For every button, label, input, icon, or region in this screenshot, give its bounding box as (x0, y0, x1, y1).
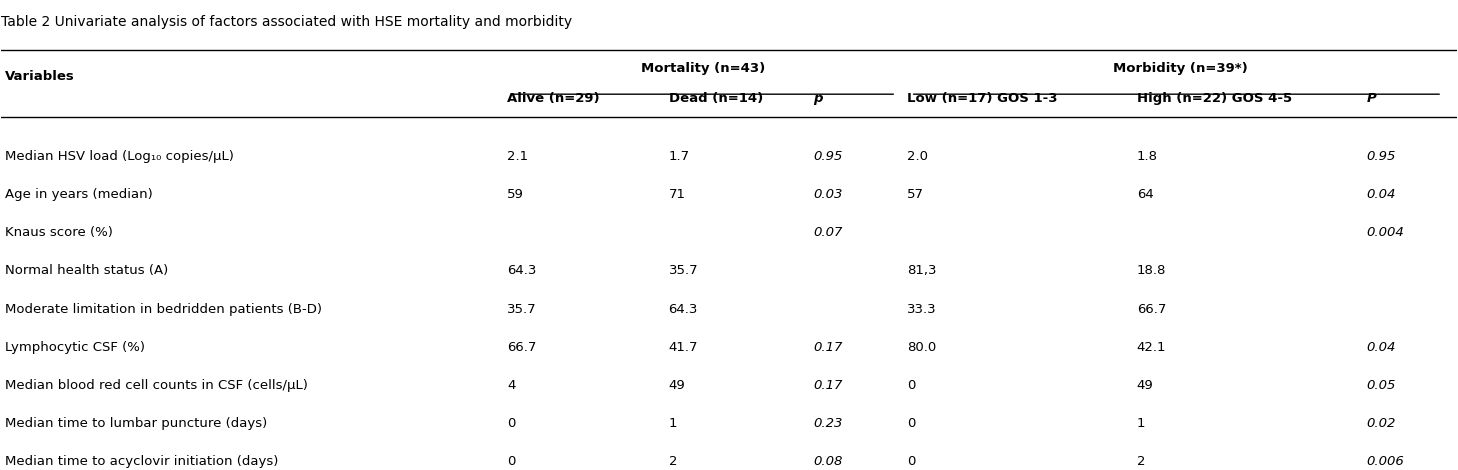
Text: 57: 57 (907, 188, 924, 201)
Text: 35.7: 35.7 (669, 265, 698, 277)
Text: Knaus score (%): Knaus score (%) (4, 227, 112, 239)
Text: 0: 0 (907, 454, 916, 468)
Text: 0.004: 0.004 (1366, 227, 1404, 239)
Text: 0.006: 0.006 (1366, 454, 1404, 468)
Text: 0.08: 0.08 (814, 454, 843, 468)
Text: Table 2 Univariate analysis of factors associated with HSE mortality and morbidi: Table 2 Univariate analysis of factors a… (1, 16, 573, 29)
Text: 64.3: 64.3 (669, 303, 698, 315)
Text: Age in years (median): Age in years (median) (4, 188, 153, 201)
Text: Low (n=17) GOS 1-3: Low (n=17) GOS 1-3 (907, 92, 1057, 105)
Text: 0.04: 0.04 (1366, 341, 1395, 353)
Text: 81,3: 81,3 (907, 265, 936, 277)
Text: Alive (n=29): Alive (n=29) (507, 92, 599, 105)
Text: 0.17: 0.17 (814, 379, 843, 392)
Text: Lymphocytic CSF (%): Lymphocytic CSF (%) (4, 341, 144, 353)
Text: 0: 0 (507, 416, 515, 430)
Text: 64: 64 (1137, 188, 1153, 201)
Text: 2.1: 2.1 (507, 150, 528, 163)
Text: 33.3: 33.3 (907, 303, 936, 315)
Text: 80.0: 80.0 (907, 341, 936, 353)
Text: 4: 4 (507, 379, 515, 392)
Text: 0: 0 (907, 379, 916, 392)
Text: Normal health status (A): Normal health status (A) (4, 265, 168, 277)
Text: 18.8: 18.8 (1137, 265, 1166, 277)
Text: 1: 1 (1137, 416, 1145, 430)
Text: 1: 1 (669, 416, 677, 430)
Text: 2: 2 (1137, 454, 1145, 468)
Text: 0.03: 0.03 (814, 188, 843, 201)
Text: 0.05: 0.05 (1366, 379, 1395, 392)
Text: p: p (814, 92, 822, 105)
Text: 71: 71 (669, 188, 685, 201)
Text: 0.95: 0.95 (814, 150, 843, 163)
Text: High (n=22) GOS 4-5: High (n=22) GOS 4-5 (1137, 92, 1292, 105)
Text: 0: 0 (907, 416, 916, 430)
Text: 49: 49 (1137, 379, 1153, 392)
Text: Variables: Variables (4, 70, 74, 83)
Text: 35.7: 35.7 (507, 303, 537, 315)
Text: 42.1: 42.1 (1137, 341, 1166, 353)
Text: 0.02: 0.02 (1366, 416, 1395, 430)
Text: Mortality (n=43): Mortality (n=43) (642, 62, 765, 75)
Text: 66.7: 66.7 (507, 341, 537, 353)
Text: 0.23: 0.23 (814, 416, 843, 430)
Text: 1.8: 1.8 (1137, 150, 1158, 163)
Text: 1.7: 1.7 (669, 150, 690, 163)
Text: Median time to acyclovir initiation (days): Median time to acyclovir initiation (day… (4, 454, 278, 468)
Text: 66.7: 66.7 (1137, 303, 1166, 315)
Text: P: P (1366, 92, 1376, 105)
Text: 0.17: 0.17 (814, 341, 843, 353)
Text: 0.04: 0.04 (1366, 188, 1395, 201)
Text: Moderate limitation in bedridden patients (B-D): Moderate limitation in bedridden patient… (4, 303, 322, 315)
Text: 0.07: 0.07 (814, 227, 843, 239)
Text: 0: 0 (507, 454, 515, 468)
Text: Median time to lumbar puncture (days): Median time to lumbar puncture (days) (4, 416, 267, 430)
Text: 49: 49 (669, 379, 685, 392)
Text: 59: 59 (507, 188, 523, 201)
Text: 64.3: 64.3 (507, 265, 537, 277)
Text: 2.0: 2.0 (907, 150, 927, 163)
Text: Median HSV load (Log₁₀ copies/μL): Median HSV load (Log₁₀ copies/μL) (4, 150, 233, 163)
Text: 2: 2 (669, 454, 677, 468)
Text: Median blood red cell counts in CSF (cells/μL): Median blood red cell counts in CSF (cel… (4, 379, 308, 392)
Text: Dead (n=14): Dead (n=14) (669, 92, 763, 105)
Text: Morbidity (n=39*): Morbidity (n=39*) (1112, 62, 1248, 75)
Text: 41.7: 41.7 (669, 341, 698, 353)
Text: 0.95: 0.95 (1366, 150, 1395, 163)
